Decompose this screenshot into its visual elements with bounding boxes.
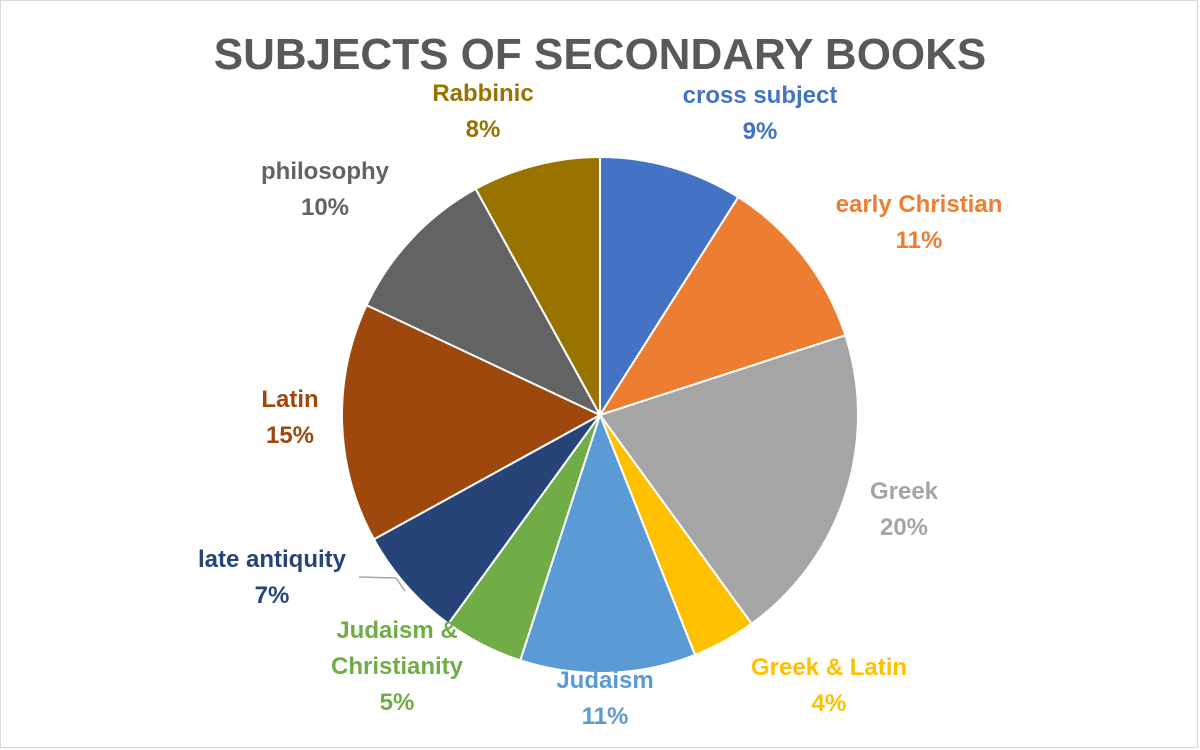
data-label-philosophy: philosophy 10% (261, 158, 390, 221)
leader-lines (358, 576, 406, 592)
data-label-greek-latin: Greek & Latin 4% (751, 654, 907, 717)
data-label-latin: Latin 15% (261, 386, 318, 449)
data-label-greek: Greek 20% (870, 478, 939, 541)
pie-slice-cross-subject (599, 155, 740, 419)
leader-line-late-antiquity (358, 576, 406, 592)
data-label-early-christian: early Christian 11% (836, 191, 1003, 254)
data-label-judaism: Judaism 11% (556, 667, 653, 730)
data-label-cross-subject: cross subject 9% (683, 82, 838, 145)
data-label-rabbinic: Rabbinic 8% (432, 80, 533, 143)
pie-slice-judaism (519, 412, 697, 674)
pie-slice-latin (341, 303, 603, 541)
pie-slices (341, 155, 859, 674)
pie-slice-late-antiquity (372, 414, 601, 626)
chart-title: SUBJECTS OF SECONDARY BOOKS (214, 30, 987, 79)
pie-slice-greek (598, 334, 859, 626)
pie-slice-rabbinic (474, 155, 601, 416)
pie-slice-philosophy (365, 187, 603, 418)
pie-slice-early-christian (597, 195, 847, 417)
data-label-late-antiquity: late antiquity 7% (198, 546, 347, 609)
data-label-judaism-christianity: Judaism & Christianity 5% (331, 617, 464, 716)
data-labels: cross subject 9% early Christian 11% Greek 20… (198, 80, 1002, 730)
